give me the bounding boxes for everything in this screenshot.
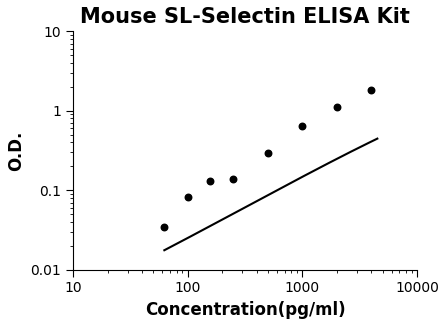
X-axis label: Concentration(pg/ml): Concentration(pg/ml) xyxy=(145,301,345,319)
Y-axis label: O.D.: O.D. xyxy=(7,130,25,171)
Point xyxy=(206,179,214,184)
Point xyxy=(161,225,168,230)
Point xyxy=(299,123,306,128)
Point xyxy=(334,105,341,110)
Point xyxy=(184,195,191,200)
Point xyxy=(368,87,375,92)
Point xyxy=(230,176,237,181)
Title: Mouse SL-Selectin ELISA Kit: Mouse SL-Selectin ELISA Kit xyxy=(80,7,410,27)
Point xyxy=(264,151,272,156)
